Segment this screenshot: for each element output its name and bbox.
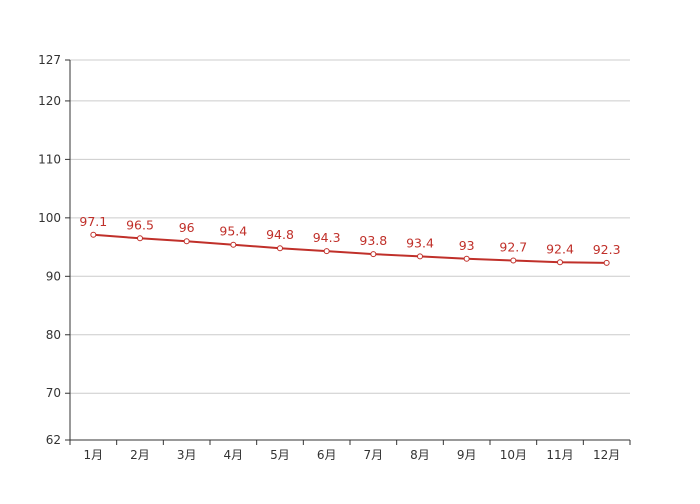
x-tick-label: 8月 xyxy=(410,448,430,462)
data-label: 92.7 xyxy=(499,240,527,255)
data-label: 92.4 xyxy=(546,241,574,256)
data-label: 93.4 xyxy=(406,235,434,250)
x-tick-label: 5月 xyxy=(270,448,290,462)
data-labels: 97.1 96.5 96 95.4 94.8 94.3 93.8 93.4 93 92.7 92.4… xyxy=(79,214,620,257)
data-label: 94.3 xyxy=(313,230,341,245)
y-tick-label: 100 xyxy=(38,211,61,225)
data-label: 97.1 xyxy=(79,214,107,229)
data-point[interactable] xyxy=(277,245,283,252)
series-line xyxy=(93,233,607,264)
data-label: 95.4 xyxy=(219,224,247,239)
data-label: 92.3 xyxy=(593,242,621,257)
data-point[interactable] xyxy=(557,259,563,266)
x-tick-label: 1月 xyxy=(84,448,104,462)
y-tick-label: 62 xyxy=(46,433,61,447)
axes: 62 70 80 90 100 110 120 127 1月 2月 3月 4月 5月 6月 7月 8月 9月 10… xyxy=(38,53,631,462)
x-tick-label: 11月 xyxy=(546,448,573,462)
y-tick-label: 90 xyxy=(46,269,61,283)
x-tick-label: 2月 xyxy=(130,448,150,462)
data-label: 96.5 xyxy=(126,217,154,232)
data-point[interactable] xyxy=(603,259,610,266)
data-label: 93.8 xyxy=(359,233,387,248)
gridlines xyxy=(70,59,630,394)
data-label: 96 xyxy=(179,220,195,235)
x-tick-label: 3月 xyxy=(177,448,197,462)
data-point[interactable] xyxy=(510,257,517,264)
data-point[interactable] xyxy=(417,253,423,260)
data-point[interactable] xyxy=(463,255,470,262)
x-tick-label: 4月 xyxy=(224,448,244,462)
data-point[interactable] xyxy=(90,231,97,238)
data-point[interactable] xyxy=(370,251,377,258)
x-tick-label: 6月 xyxy=(317,448,337,462)
x-tick-label: 10月 xyxy=(500,448,527,462)
y-tick-label: 70 xyxy=(46,386,61,400)
x-tick-label: 7月 xyxy=(364,448,384,462)
data-label: 94.8 xyxy=(266,227,294,242)
data-point[interactable] xyxy=(183,238,190,245)
y-tick-label: 110 xyxy=(38,152,61,166)
data-point[interactable] xyxy=(230,241,237,248)
data-point[interactable] xyxy=(137,235,143,242)
x-tick-label: 12月 xyxy=(593,448,620,462)
data-label: 93 xyxy=(459,238,475,253)
y-tick-label: 127 xyxy=(38,53,61,67)
y-tick-label: 120 xyxy=(38,94,61,108)
x-tick-label: 9月 xyxy=(457,448,477,462)
y-tick-label: 80 xyxy=(46,328,61,342)
data-point[interactable] xyxy=(323,248,330,255)
series-group xyxy=(90,231,610,266)
